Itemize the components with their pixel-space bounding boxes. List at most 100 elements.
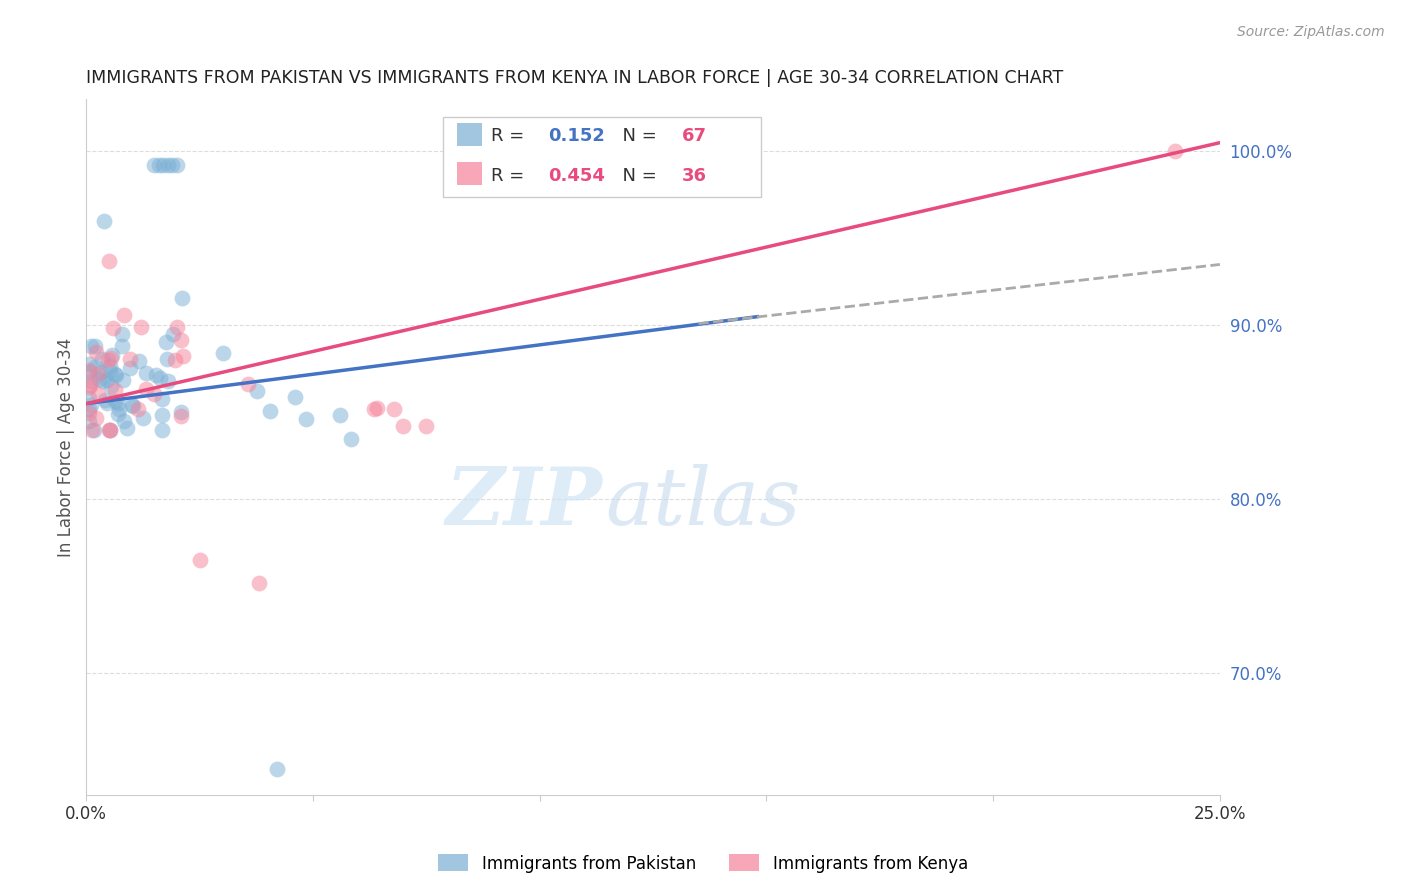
- Bar: [457, 123, 482, 145]
- Point: [127, 402, 149, 417]
- Point: [118, 352, 141, 367]
- Point: [84, 410, 107, 425]
- Text: ZIP: ZIP: [446, 464, 602, 541]
- Point: [107, 407, 129, 421]
- Point: [98, 423, 121, 437]
- Point: [391, 419, 413, 434]
- Point: [112, 308, 135, 322]
- Point: [86, 367, 108, 381]
- Point: [382, 402, 405, 417]
- Text: 0.454: 0.454: [548, 167, 605, 185]
- Point: [162, 158, 184, 172]
- Point: [80, 374, 103, 388]
- Point: [77, 365, 100, 379]
- Y-axis label: In Labor Force | Age 30-34: In Labor Force | Age 30-34: [58, 337, 75, 557]
- Text: 67: 67: [682, 127, 706, 145]
- Point: [100, 351, 122, 366]
- Text: N =: N =: [612, 167, 662, 185]
- Point: [163, 353, 186, 368]
- Point: [108, 402, 131, 417]
- Point: [96, 395, 118, 409]
- Point: [170, 291, 193, 305]
- Point: [170, 405, 193, 419]
- Point: [366, 401, 388, 415]
- Point: [104, 368, 127, 382]
- Point: [96, 373, 118, 387]
- Point: [156, 351, 179, 366]
- Point: [152, 158, 174, 172]
- FancyBboxPatch shape: [443, 117, 761, 196]
- Point: [77, 363, 100, 377]
- Point: [77, 414, 100, 428]
- Point: [143, 158, 166, 172]
- Point: [97, 254, 120, 268]
- Point: [101, 320, 124, 334]
- Point: [77, 380, 100, 394]
- Point: [79, 378, 101, 392]
- Point: [211, 346, 233, 360]
- Point: [166, 158, 188, 172]
- Point: [340, 432, 363, 446]
- Text: Source: ZipAtlas.com: Source: ZipAtlas.com: [1237, 25, 1385, 39]
- Point: [120, 360, 142, 375]
- Point: [111, 339, 134, 353]
- Point: [80, 339, 103, 353]
- Point: [170, 333, 193, 347]
- Point: [170, 409, 193, 423]
- Point: [266, 762, 288, 776]
- Point: [363, 401, 385, 416]
- Point: [90, 351, 112, 366]
- Point: [83, 423, 105, 437]
- Point: [84, 339, 107, 353]
- Point: [98, 423, 121, 437]
- Point: [97, 353, 120, 368]
- Point: [93, 214, 115, 228]
- Point: [112, 414, 135, 428]
- Point: [247, 575, 270, 590]
- Text: 0.152: 0.152: [548, 127, 605, 145]
- Point: [246, 384, 269, 398]
- Point: [104, 393, 127, 408]
- Text: atlas: atlas: [606, 464, 801, 541]
- Point: [135, 382, 157, 396]
- Point: [145, 368, 167, 383]
- Point: [98, 423, 121, 437]
- Point: [142, 387, 165, 401]
- Point: [148, 158, 170, 172]
- Point: [87, 386, 110, 401]
- Point: [77, 391, 100, 405]
- Text: R =: R =: [491, 127, 530, 145]
- Point: [90, 365, 112, 379]
- Point: [150, 423, 173, 437]
- Point: [122, 400, 145, 414]
- Point: [188, 553, 211, 567]
- Point: [79, 398, 101, 412]
- Point: [329, 408, 352, 422]
- Point: [155, 334, 177, 349]
- Point: [149, 371, 172, 385]
- Text: 36: 36: [682, 167, 706, 185]
- Point: [94, 392, 117, 407]
- Point: [172, 349, 194, 363]
- Point: [166, 320, 188, 334]
- Point: [77, 357, 100, 371]
- Point: [238, 376, 260, 391]
- Point: [104, 367, 127, 381]
- Point: [111, 326, 134, 341]
- Point: [84, 345, 107, 359]
- Text: R =: R =: [491, 167, 530, 185]
- Point: [121, 398, 143, 412]
- Point: [98, 359, 121, 374]
- Point: [284, 391, 307, 405]
- Point: [128, 354, 150, 368]
- Point: [129, 320, 152, 334]
- Point: [259, 404, 281, 418]
- Point: [77, 401, 100, 416]
- Point: [107, 396, 129, 410]
- Point: [77, 406, 100, 420]
- Point: [84, 360, 107, 375]
- Point: [115, 421, 138, 435]
- Legend: Immigrants from Pakistan, Immigrants from Kenya: Immigrants from Pakistan, Immigrants fro…: [432, 847, 974, 880]
- Point: [295, 412, 318, 426]
- Point: [80, 423, 103, 437]
